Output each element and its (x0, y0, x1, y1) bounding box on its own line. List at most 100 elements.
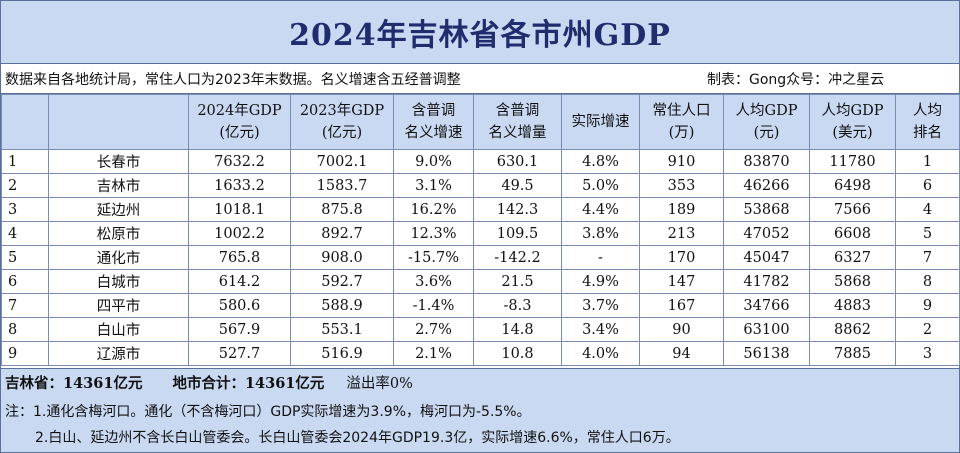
cell-gdp2023: 7002.1 (290, 149, 394, 174)
column-header-line: (亿元) (321, 125, 363, 141)
cell-nominal-increase: -142.2 (473, 245, 562, 270)
cell-pc-rank: 4 (895, 197, 960, 222)
cell-pc-rank: 8 (895, 269, 960, 294)
column-header-10: 人均 排名 (895, 94, 960, 150)
table-row: 9 辽源市 527.7 516.9 2.1% 10.8 4.0% 94 56138 7885 3 (1, 341, 960, 366)
cell-gdp2024: 1018.1 (188, 197, 291, 222)
column-header-8: 人均GDP (元) (723, 94, 810, 150)
column-header-line: (万) (668, 125, 695, 141)
cell-population: 94 (639, 341, 724, 366)
column-header-3: 2023年GDP (亿元) (290, 94, 394, 150)
cell-pc-rank: 3 (895, 341, 960, 366)
cell-real-growth: 3.8% (561, 221, 640, 246)
cell-gdp2024: 765.8 (188, 245, 291, 270)
table-row: 8 白山市 567.9 553.1 2.7% 14.8 3.4% 90 63100 8862 2 (1, 317, 960, 342)
info-row: 数据来自各地统计局，常住人口为2023年末数据。名义增速含五经普调整 制表：Go… (1, 64, 959, 94)
cell-gdp2023: 588.9 (290, 293, 394, 318)
cell-population: 90 (639, 317, 724, 342)
cell-gdp2023: 553.1 (290, 317, 394, 342)
cell-gdp-pc-usd: 4883 (809, 293, 896, 318)
column-header-line: 2023年GDP (299, 103, 385, 119)
cell-gdp-pc-cny: 53868 (723, 197, 810, 222)
cell-nominal-growth: -15.7% (393, 245, 474, 270)
column-header-0 (1, 94, 49, 150)
cell-pc-rank: 6 (895, 173, 960, 198)
footnotes: 注：1.通化含梅河口。通化（不含梅河口）GDP实际增速为3.9%，梅河口为-5.… (1, 396, 959, 452)
cell-real-growth: 4.8% (561, 149, 640, 174)
cell-nominal-increase: 10.8 (473, 341, 562, 366)
cell-rank: 7 (1, 293, 49, 318)
cell-population: 147 (639, 269, 724, 294)
cell-pc-rank: 5 (895, 221, 960, 246)
cell-pc-rank: 9 (895, 293, 960, 318)
cell-gdp-pc-cny: 47052 (723, 221, 810, 246)
cell-gdp2024: 527.7 (188, 341, 291, 366)
table-row: 7 四平市 580.6 588.9 -1.4% -8.3 3.7% 167 34766 4883 9 (1, 293, 960, 318)
cell-nominal-increase: 21.5 (473, 269, 562, 294)
column-header-4: 含普调 名义增速 (393, 94, 474, 150)
table-row: 6 白城市 614.2 592.7 3.6% 21.5 4.9% 147 41782 5868 8 (1, 269, 960, 294)
table-header-row: 2024年GDP (亿元) 2023年GDP (亿元) 含普调 名义增速 含普调 名义增量 实际… (1, 94, 960, 150)
cell-city: 吉林市 (48, 173, 189, 198)
cell-city: 白山市 (48, 317, 189, 342)
cell-city: 四平市 (48, 293, 189, 318)
data-source-note: 数据来自各地统计局，常住人口为2023年末数据。名义增速含五经普调整 (5, 71, 461, 88)
column-header-line: 常住人口 (652, 103, 711, 119)
cell-nominal-growth: 2.1% (393, 341, 474, 366)
cell-rank: 1 (1, 149, 49, 174)
column-header-line: (元) (753, 125, 780, 141)
column-header-6: 实际增速 (561, 94, 640, 150)
cell-gdp-pc-usd: 6608 (809, 221, 896, 246)
cell-city: 长春市 (48, 149, 189, 174)
column-header-line: 名义增速 (404, 125, 463, 141)
cell-rank: 3 (1, 197, 49, 222)
cell-pc-rank: 7 (895, 245, 960, 270)
column-header-7: 常住人口 (万) (639, 94, 724, 150)
cell-gdp2023: 908.0 (290, 245, 394, 270)
table-row: 2 吉林市 1633.2 1583.7 3.1% 49.5 5.0% 353 46266 6498… (1, 173, 960, 198)
cell-nominal-growth: 9.0% (393, 149, 474, 174)
column-header-line: (亿元) (219, 125, 260, 141)
table-row: 3 延边州 1018.1 875.8 16.2% 142.3 4.4% 189 53868 756… (1, 197, 960, 222)
footnote-1: 注：1.通化含梅河口。通化（不含梅河口）GDP实际增速为3.9%，梅河口为-5.… (5, 404, 531, 420)
cell-gdp2023: 516.9 (290, 341, 394, 366)
column-header-line: 实际增速 (571, 114, 630, 130)
cell-gdp-pc-cny: 45047 (723, 245, 810, 270)
column-header-2: 2024年GDP (亿元) (188, 94, 291, 150)
cell-gdp2023: 875.8 (290, 197, 394, 222)
table-row: 1 长春市 7632.2 7002.1 9.0% 630.1 4.8% 910 83870 117… (1, 149, 960, 174)
cell-gdp-pc-cny: 34766 (723, 293, 810, 318)
cell-real-growth: - (561, 245, 640, 270)
cell-nominal-growth: 16.2% (393, 197, 474, 222)
table-row: 4 松原市 1002.2 892.7 12.3% 109.5 3.8% 213 47052 660… (1, 221, 960, 246)
cell-population: 353 (639, 173, 724, 198)
cell-real-growth: 3.4% (561, 317, 640, 342)
column-header-line: 名义增量 (488, 125, 547, 141)
cell-nominal-increase: 142.3 (473, 197, 562, 222)
cell-gdp2023: 592.7 (290, 269, 394, 294)
column-header-line: 2024年GDP (197, 103, 282, 119)
cell-real-growth: 3.7% (561, 293, 640, 318)
cell-pc-rank: 2 (895, 317, 960, 342)
column-header-1 (48, 94, 189, 150)
gdp-table: 2024年GDP (亿元) 2023年GDP (亿元) 含普调 名义增速 含普调 名义增量 实际… (1, 94, 960, 366)
cell-rank: 8 (1, 317, 49, 342)
overflow-rate: 溢出率0% (346, 376, 413, 392)
cell-rank: 5 (1, 245, 49, 270)
table-row: 5 通化市 765.8 908.0 -15.7% -142.2-170 45047 6327 7 (1, 245, 960, 270)
cell-city: 松原市 (48, 221, 189, 246)
cell-gdp-pc-usd: 6327 (809, 245, 896, 270)
cell-city: 白城市 (48, 269, 189, 294)
cell-gdp-pc-cny: 63100 (723, 317, 810, 342)
cell-gdp2024: 1002.2 (188, 221, 291, 246)
cell-gdp2024: 1633.2 (188, 173, 291, 198)
cell-real-growth: 4.4% (561, 197, 640, 222)
footnote-2: 2.白山、延边州不含长白山管委会。长白山管委会2024年GDP19.3亿，实际增… (35, 430, 680, 446)
column-header-9: 人均GDP (美元) (809, 94, 896, 150)
cell-population: 910 (639, 149, 724, 174)
cell-city: 延边州 (48, 197, 189, 222)
cell-real-growth: 4.9% (561, 269, 640, 294)
cell-rank: 6 (1, 269, 49, 294)
cell-gdp2023: 1583.7 (290, 173, 394, 198)
cell-pc-rank: 1 (895, 149, 960, 174)
